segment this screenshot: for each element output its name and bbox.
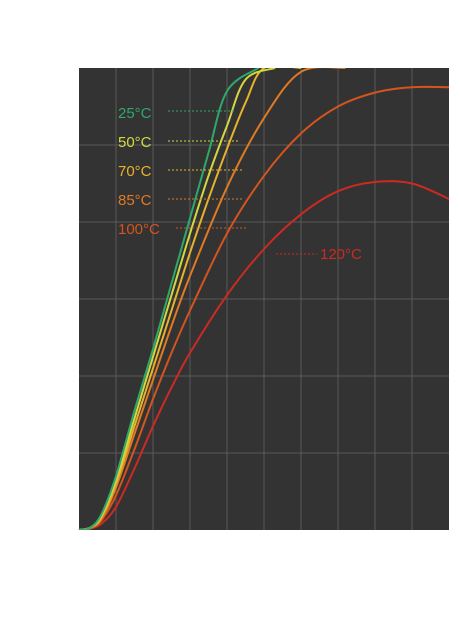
series-lines	[78, 68, 450, 530]
series-label-4: 100°C	[118, 221, 160, 238]
series-line-5	[78, 180, 450, 530]
series-line-4	[78, 85, 450, 530]
series-label-0: 25°C	[118, 105, 152, 122]
series-label-1: 50°C	[118, 134, 152, 151]
series-label-5: 120°C	[320, 246, 362, 263]
grid	[79, 68, 449, 530]
series-label-3: 85°C	[118, 192, 152, 209]
series-line-0	[78, 68, 259, 530]
series-label-2: 70°C	[118, 163, 152, 180]
series-labels: 25°C 50°C 70°C 85°C 100°C 120°C	[118, 105, 362, 263]
